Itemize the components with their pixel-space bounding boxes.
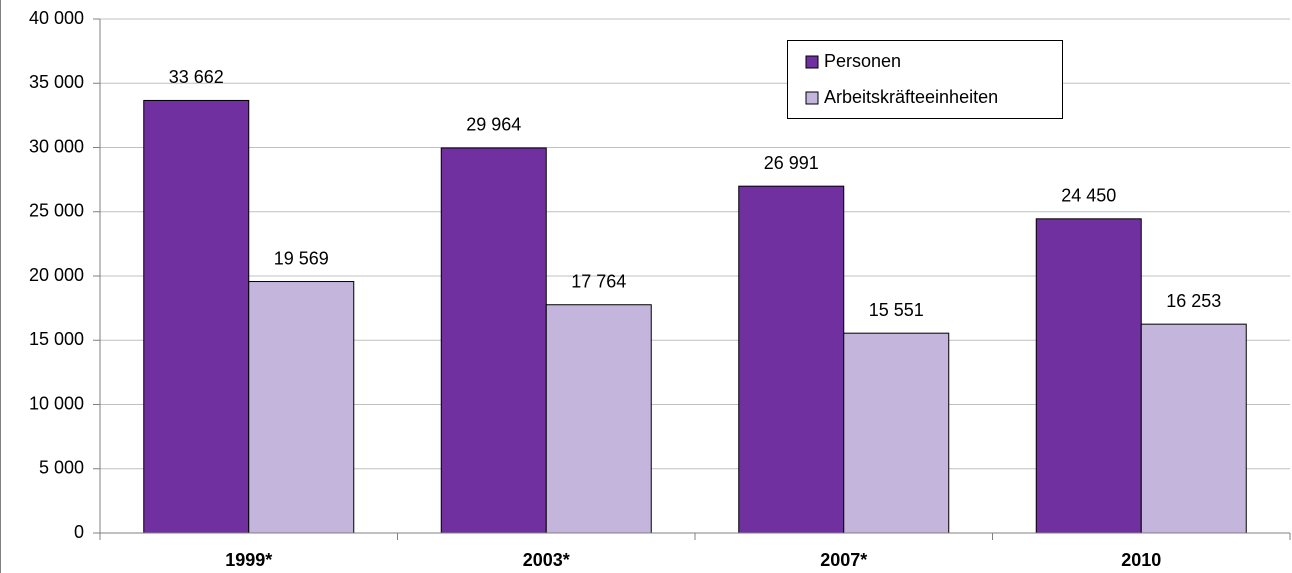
y-tick-label: 30 000 — [29, 136, 84, 156]
bar — [843, 332, 950, 534]
legend: Personen Arbeitskräfteeinheiten — [787, 40, 1063, 119]
value-label: 24 450 — [1061, 186, 1116, 206]
y-tick-label: 20 000 — [29, 265, 84, 285]
x-tick-label: 2003* — [523, 550, 570, 570]
bar — [440, 147, 547, 534]
y-tick-label: 0 — [74, 522, 84, 542]
value-label: 15 551 — [869, 300, 924, 320]
bar — [1140, 323, 1247, 534]
x-tick-label: 2007* — [820, 550, 867, 570]
value-label: 16 253 — [1166, 291, 1221, 311]
y-tick-label: 15 000 — [29, 329, 84, 349]
value-label: 19 569 — [274, 248, 329, 268]
bar — [738, 185, 845, 534]
value-label: 26 991 — [764, 153, 819, 173]
y-tick-label: 40 000 — [29, 8, 84, 28]
y-tick-label: 10 000 — [29, 393, 84, 413]
bar — [143, 99, 250, 534]
legend-swatch — [805, 55, 819, 69]
bar — [248, 281, 355, 534]
bar — [1035, 218, 1142, 534]
value-label: 33 662 — [169, 67, 224, 87]
legend-label: Personen — [824, 51, 901, 71]
x-tick-label: 1999* — [225, 550, 272, 570]
legend-box — [787, 40, 1063, 119]
legend-swatch — [805, 91, 819, 105]
y-tick-label: 25 000 — [29, 201, 84, 221]
bar — [545, 304, 652, 534]
x-tick-label: 2010 — [1121, 550, 1161, 570]
legend-label: Arbeitskräfteeinheiten — [824, 87, 998, 107]
value-label: 17 764 — [571, 271, 626, 291]
y-tick-label: 35 000 — [29, 72, 84, 92]
value-label: 29 964 — [466, 115, 521, 135]
y-tick-label: 5 000 — [39, 458, 84, 478]
